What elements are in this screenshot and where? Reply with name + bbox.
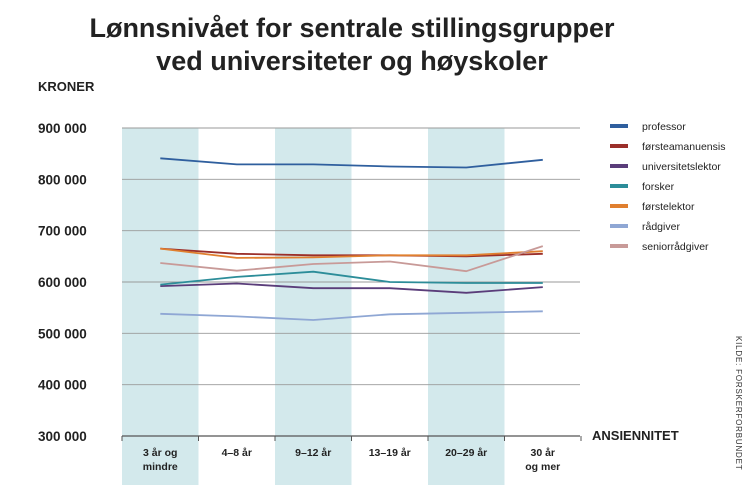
series-line-seniorrådgiver — [160, 245, 544, 273]
legend-label: rådgiver — [642, 221, 680, 233]
series-line-førsteamanuensis — [160, 247, 543, 258]
y-tick-label: 400 000 — [38, 378, 87, 393]
gridlines — [121, 127, 582, 441]
legend-label: forsker — [642, 181, 675, 193]
chart-title: Lønnsnivået for sentrale stillingsgruppe… — [89, 13, 615, 76]
chart-title-line: ved universiteter og høyskoler — [156, 46, 548, 76]
y-tick-label: 300 000 — [38, 429, 87, 444]
y-tick-label: 500 000 — [38, 326, 87, 341]
x-tick-label: 9–12 år — [295, 447, 331, 459]
series-line-rådgiver — [160, 310, 543, 321]
y-tick-label: 800 000 — [38, 172, 87, 187]
chart-title-line: Lønnsnivået for sentrale stillingsgruppe… — [89, 13, 615, 43]
shaded-band-2 — [275, 128, 352, 485]
legend-label: førstelektor — [642, 201, 695, 213]
legend-label: førsteamanuensis — [642, 141, 725, 153]
series-line-universitetslektor — [160, 282, 543, 294]
x-tick-label: 13–19 år — [369, 447, 411, 459]
x-tick-label: 20–29 år — [445, 447, 487, 459]
x-tick-label: 30 år og mer — [525, 447, 560, 473]
shaded-band-0 — [122, 128, 199, 485]
shaded-column-bands — [122, 128, 505, 485]
legend: professor førsteamanuensis universitetslek… — [610, 121, 725, 253]
legend-label: professor — [642, 121, 686, 133]
legend-label: seniorrådgiver — [642, 241, 709, 253]
y-tick-labels: 900 000 800 000 700 000 600 000 500 000 400 0… — [38, 121, 87, 444]
source-note: KILDE: FORSKERFORBUNDET — [734, 336, 743, 470]
shaded-band-4 — [428, 128, 505, 485]
x-axis-label: ANSIENNITET — [592, 428, 679, 443]
x-tick-label: 3 år og mindre — [143, 447, 178, 473]
series-line-professor — [160, 157, 543, 169]
legend-label: universitetslektor — [642, 161, 721, 173]
series-lines — [160, 157, 544, 321]
x-tick-label: 4–8 år — [222, 447, 252, 459]
x-tick-labels: 3 år og mindre 4–8 år 9–12 år 13–19 år 20–29 … — [143, 447, 561, 473]
y-axis-label: KRONER — [38, 79, 95, 94]
y-tick-label: 600 000 — [38, 275, 87, 290]
y-tick-label: 700 000 — [38, 224, 87, 239]
y-tick-label: 900 000 — [38, 121, 87, 136]
series-line-førstelektor — [160, 247, 543, 259]
series-line-forsker — [160, 270, 543, 286]
